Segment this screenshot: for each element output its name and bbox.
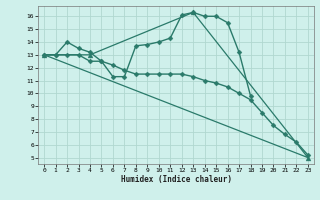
X-axis label: Humidex (Indice chaleur): Humidex (Indice chaleur) xyxy=(121,175,231,184)
